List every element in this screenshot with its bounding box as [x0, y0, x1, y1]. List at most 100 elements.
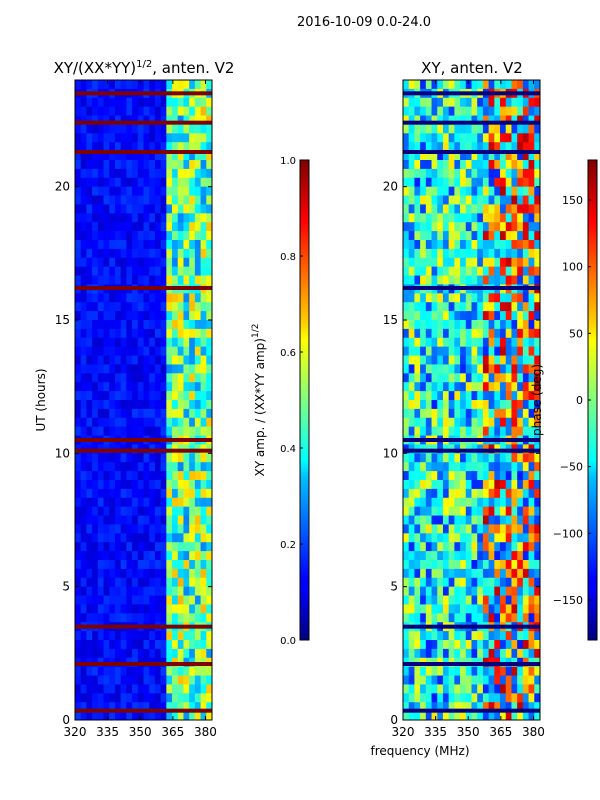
heatmap-cell — [109, 142, 116, 152]
heatmap-cell — [403, 506, 410, 517]
heatmap-cell — [92, 364, 99, 374]
heatmap-cell — [494, 213, 501, 223]
heatmap-cell — [126, 480, 133, 490]
heatmap-cell — [511, 124, 518, 134]
heatmap-cell — [92, 177, 99, 188]
heatmap-cell — [166, 97, 173, 108]
heatmap-cell — [414, 266, 421, 277]
heatmap-cell — [189, 355, 196, 365]
heatmap-cell — [114, 613, 122, 623]
heatmap-cell — [494, 133, 501, 143]
y-tick-label: 0 — [62, 713, 70, 727]
heatmap-cell — [522, 675, 530, 685]
heatmap-cell — [194, 648, 202, 659]
heatmap-cell — [160, 320, 167, 330]
heatmap-cell — [160, 515, 167, 525]
heatmap-cell — [528, 328, 535, 339]
heatmap-cell — [92, 586, 99, 597]
heatmap-cell — [183, 177, 190, 188]
heatmap-cell — [465, 195, 472, 205]
heatmap-cell — [454, 195, 461, 205]
heatmap-cell — [143, 257, 150, 268]
heatmap-cell — [92, 195, 99, 205]
heatmap-cell — [511, 488, 518, 499]
heatmap-cell — [154, 337, 162, 348]
heatmap-cell — [92, 577, 99, 588]
heatmap-cell — [149, 586, 156, 597]
heatmap-cell — [522, 391, 530, 401]
heatmap-cell — [494, 488, 501, 499]
heatmap-cell — [414, 355, 421, 365]
heatmap-cell — [166, 684, 173, 694]
heatmap-cell — [166, 675, 173, 685]
heatmap-cell — [534, 471, 540, 481]
heatmap-cell — [189, 426, 196, 437]
heatmap-cell — [149, 204, 156, 214]
heatmap-cell — [494, 337, 501, 348]
heatmap-cell — [442, 560, 450, 570]
heatmap-cell — [103, 568, 110, 579]
heatmap-cell — [183, 142, 190, 152]
heatmap-cell — [528, 266, 535, 277]
heatmap-cell — [80, 604, 87, 614]
heatmap-cell — [189, 551, 196, 561]
heatmap-cell — [132, 666, 139, 677]
heatmap-cell — [86, 711, 93, 720]
heatmap-cell — [477, 391, 484, 401]
heatmap-cell — [109, 568, 116, 579]
heatmap-cell — [183, 675, 190, 685]
heatmap-cell — [425, 302, 433, 312]
heatmap-cell — [75, 560, 82, 570]
heatmap-cell — [103, 524, 110, 534]
heatmap-cell — [534, 293, 540, 303]
heatmap-cell — [166, 302, 173, 312]
heatmap-cell — [448, 275, 455, 285]
heatmap-cell — [460, 417, 467, 428]
heatmap-cell — [460, 568, 467, 579]
heatmap-cell — [528, 515, 535, 525]
heatmap-cell — [460, 560, 467, 570]
heatmap-cell — [86, 595, 93, 605]
heatmap-cell — [477, 97, 484, 108]
heatmap-cell — [465, 177, 472, 188]
heatmap-cell — [126, 213, 133, 223]
heatmap-cell — [500, 604, 507, 614]
heatmap-cell — [109, 497, 116, 508]
heatmap-cell — [103, 364, 110, 374]
heatmap-cell — [488, 195, 495, 205]
heatmap-cell — [86, 168, 93, 179]
heatmap-cell — [109, 97, 116, 108]
heatmap-cell — [189, 151, 196, 161]
heatmap-cell — [194, 586, 202, 597]
heatmap-cell — [103, 400, 110, 410]
heatmap-cell — [517, 106, 524, 117]
heatmap-cell — [160, 595, 167, 605]
heatmap-cell — [166, 231, 173, 241]
heatmap-cell — [482, 568, 490, 579]
heatmap-cell — [471, 400, 478, 410]
heatmap-cell — [114, 524, 122, 534]
heatmap-cell — [86, 248, 93, 259]
heatmap-cell — [177, 293, 184, 303]
heatmap-cell — [154, 675, 162, 685]
heatmap-cell — [522, 115, 530, 125]
heatmap-cell — [132, 684, 139, 694]
heatmap-cell — [465, 328, 472, 339]
heatmap-cell — [97, 231, 105, 241]
heatmap-cell — [448, 186, 455, 197]
heatmap-cell — [114, 533, 122, 543]
heatmap-cell — [454, 586, 461, 597]
heatmap-cell — [437, 248, 444, 259]
heatmap-cell — [177, 400, 184, 410]
heatmap-cell — [454, 168, 461, 179]
heatmap-cell — [103, 604, 110, 614]
heatmap-cell — [505, 417, 512, 428]
heatmap-cell — [511, 266, 518, 277]
heatmap-cell — [408, 142, 415, 152]
heatmap-cell — [194, 604, 202, 614]
heatmap-cell — [120, 204, 127, 214]
heatmap-cell — [114, 257, 122, 268]
heatmap-cell — [482, 417, 490, 428]
heatmap-cell — [528, 400, 535, 410]
heatmap-cell — [442, 382, 450, 392]
